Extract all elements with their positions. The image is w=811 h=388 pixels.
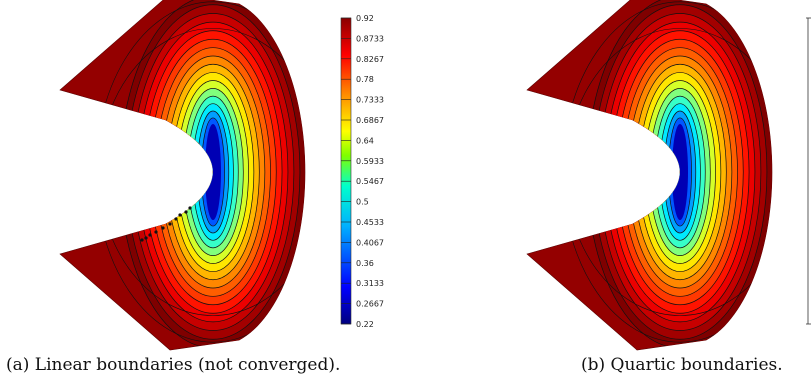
contour-band <box>672 124 688 220</box>
colorbar-tick-label: 0.3133 <box>356 279 384 288</box>
colorbar-tick-label: 0.36 <box>356 259 374 268</box>
caption-panel-a: (a) Linear boundaries (not converged). <box>6 355 341 375</box>
artifact-speck <box>188 206 192 210</box>
artifact-speck <box>140 238 144 242</box>
colorbar-tick-label: 0.78 <box>356 75 374 84</box>
artifact-speck <box>184 210 188 214</box>
colorbar-band-separators <box>341 17 351 325</box>
colorbar-tick-label: 0.22 <box>356 320 374 329</box>
contour-band <box>205 124 221 220</box>
colorbar-tick-label: 0.6867 <box>356 116 384 125</box>
artifact-speck <box>174 217 178 221</box>
colorbar-gradient <box>340 17 352 325</box>
colorbar-tick-label: 0.5467 <box>356 177 384 186</box>
colorbar-b-edge <box>806 17 811 325</box>
caption-panel-b: (b) Quartic boundaries. <box>581 355 783 375</box>
artifact-speck <box>168 222 172 226</box>
panel-a-contour-plot <box>59 0 306 351</box>
colorbar-tick-label: 0.2667 <box>356 300 384 309</box>
colorbar-tick-label: 0.64 <box>356 136 374 145</box>
colorbar-tick-label: 0.4533 <box>356 218 384 227</box>
colorbar-tick-label: 0.8733 <box>356 34 384 43</box>
colorbar-tick-label: 0.92 <box>356 14 374 23</box>
artifact-speck <box>144 236 148 240</box>
artifact-speck <box>178 213 182 217</box>
colorbar-tick-labels: 0.92 0.8733 0.8267 0.78 0.7333 0.6867 0.64 0.59… <box>356 14 384 329</box>
colorbar-tick-label: 0.5933 <box>356 157 384 166</box>
artifact-speck <box>148 233 152 237</box>
panel-a-contour-bands <box>120 0 305 348</box>
panel-a-boundary-artifacts <box>140 206 192 242</box>
artifact-speck <box>154 230 158 234</box>
panel-b-contour-bands <box>587 0 772 348</box>
artifact-speck <box>161 226 165 230</box>
colorbar-tick-label: 0.5 <box>356 198 369 207</box>
colorbar-tick-label: 0.8267 <box>356 55 384 64</box>
colorbar-tick-label: 0.7333 <box>356 96 384 105</box>
colorbar: 0.92 0.8733 0.8267 0.78 0.7333 0.6867 0.64 0.59… <box>340 14 384 329</box>
colorbar-tick-label: 0.4067 <box>356 238 384 247</box>
panel-b-contour-plot <box>526 0 773 351</box>
